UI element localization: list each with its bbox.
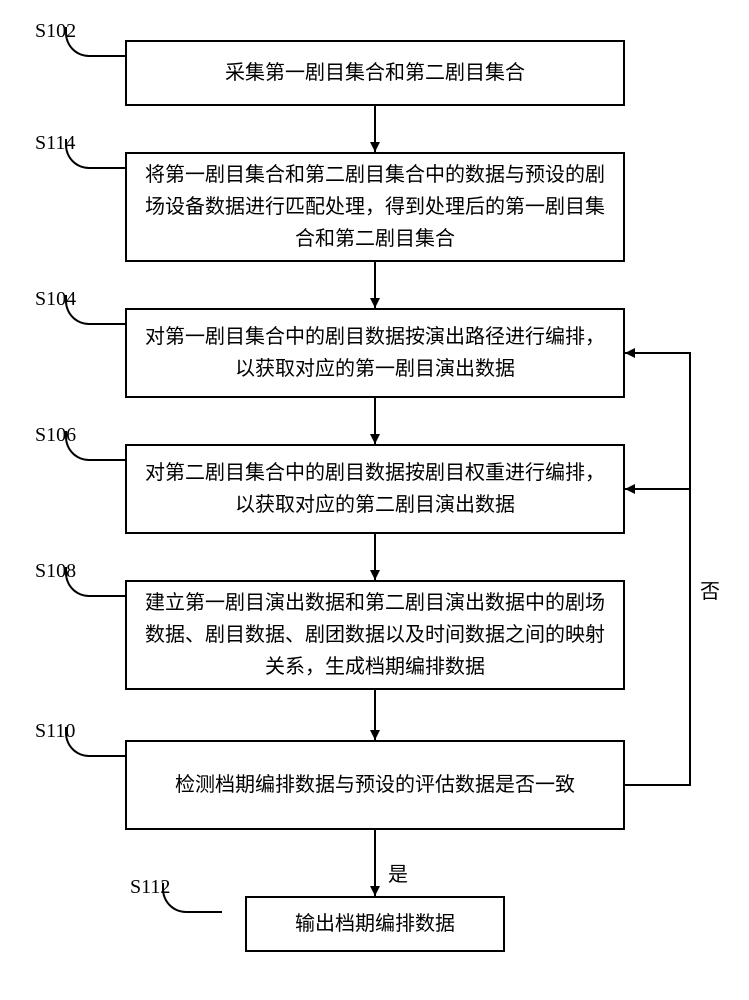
step-s114: 将第一剧目集合和第二剧目集合中的数据与预设的剧场设备数据进行匹配处理，得到处理后… — [125, 152, 625, 262]
step-text: 对第一剧目集合中的剧目数据按演出路径进行编排，以获取对应的第一剧目演出数据 — [143, 321, 607, 385]
step-text: 对第二剧目集合中的剧目数据按剧目权重进行编排，以获取对应的第二剧目演出数据 — [143, 457, 607, 521]
flowchart-canvas: S102 采集第一剧目集合和第二剧目集合 S114 将第一剧目集合和第二剧目集合… — [0, 0, 749, 1000]
step-s108: 建立第一剧目演出数据和第二剧目演出数据中的剧场数据、剧目数据、剧团数据以及时间数… — [125, 580, 625, 690]
edge-label-yes: 是 — [388, 858, 408, 887]
callout-s110 — [65, 727, 125, 757]
edge-label-no: 否 — [700, 575, 720, 604]
callout-s108 — [65, 567, 125, 597]
step-text: 检测档期编排数据与预设的评估数据是否一致 — [175, 769, 575, 801]
callout-s112 — [162, 883, 222, 913]
callout-s102 — [65, 27, 125, 57]
callout-s106 — [65, 431, 125, 461]
callout-s114 — [65, 139, 125, 169]
step-s112: 输出档期编排数据 — [245, 896, 505, 952]
step-text: 采集第一剧目集合和第二剧目集合 — [225, 57, 525, 89]
step-s106: 对第二剧目集合中的剧目数据按剧目权重进行编排，以获取对应的第二剧目演出数据 — [125, 444, 625, 534]
step-s110: 检测档期编排数据与预设的评估数据是否一致 — [125, 740, 625, 830]
step-s102: 采集第一剧目集合和第二剧目集合 — [125, 40, 625, 106]
step-text: 建立第一剧目演出数据和第二剧目演出数据中的剧场数据、剧目数据、剧团数据以及时间数… — [143, 587, 607, 683]
step-text: 输出档期编排数据 — [295, 908, 455, 940]
step-s104: 对第一剧目集合中的剧目数据按演出路径进行编排，以获取对应的第一剧目演出数据 — [125, 308, 625, 398]
arrow-s110-s104-loop — [625, 353, 690, 785]
callout-s104 — [65, 295, 125, 325]
step-text: 将第一剧目集合和第二剧目集合中的数据与预设的剧场设备数据进行匹配处理，得到处理后… — [143, 159, 607, 255]
